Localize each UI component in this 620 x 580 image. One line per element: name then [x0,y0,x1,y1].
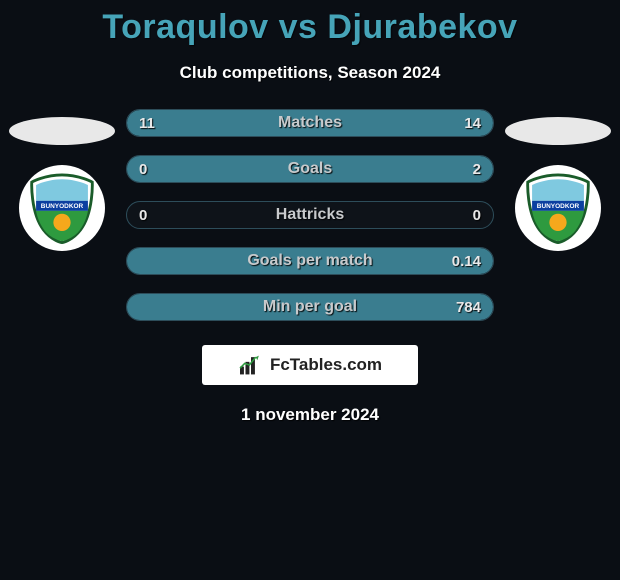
stat-label: Goals [288,160,332,178]
stat-value-right: 784 [456,299,481,316]
bunyodkor-crest-icon: BUNYODKOR [26,172,98,244]
stat-label: Goals per match [247,252,372,270]
stat-value-right: 0.14 [452,253,481,270]
stat-value-left: 11 [139,115,155,132]
comparison-card: Toraqulov vs Djurabekov Club competition… [0,0,620,425]
player-head-right [505,117,611,145]
stat-value-right: 14 [464,115,481,132]
stat-value-left: 0 [139,161,147,178]
player-head-left [9,117,115,145]
stat-label: Hattricks [276,206,344,224]
stat-value-left: 0 [139,207,147,224]
stat-row: 0 Goals 2 [126,155,494,183]
footer-date: 1 november 2024 [0,405,620,425]
stat-row: 11 Matches 14 [126,109,494,137]
stat-label: Min per goal [263,298,357,316]
stats-bars: 11 Matches 14 0 Goals 2 0 Hattricks 0 Goals per m… [122,109,498,339]
bars-icon [238,354,264,376]
bunyodkor-crest-icon: BUNYODKOR [522,172,594,244]
player-right-col: BUNYODKOR [498,109,618,251]
stat-row: 0 Hattricks 0 [126,201,494,229]
stat-label: Matches [278,114,342,132]
stat-row: Goals per match 0.14 [126,247,494,275]
club-badge-right: BUNYODKOR [515,165,601,251]
stat-row: Min per goal 784 [126,293,494,321]
stat-value-right: 2 [473,161,481,178]
club-badge-left: BUNYODKOR [19,165,105,251]
page-title: Toraqulov vs Djurabekov [0,8,620,47]
stat-value-right: 0 [473,207,481,224]
page-subtitle: Club competitions, Season 2024 [0,63,620,83]
main-row: BUNYODKOR 11 Matches 14 0 Goals 2 0 Hattricks 0 G… [0,109,620,339]
brand-badge[interactable]: FcTables.com [202,345,418,385]
player-left-col: BUNYODKOR [2,109,122,251]
svg-text:BUNYODKOR: BUNYODKOR [41,203,84,210]
svg-text:BUNYODKOR: BUNYODKOR [537,203,580,210]
brand-text: FcTables.com [270,355,382,375]
